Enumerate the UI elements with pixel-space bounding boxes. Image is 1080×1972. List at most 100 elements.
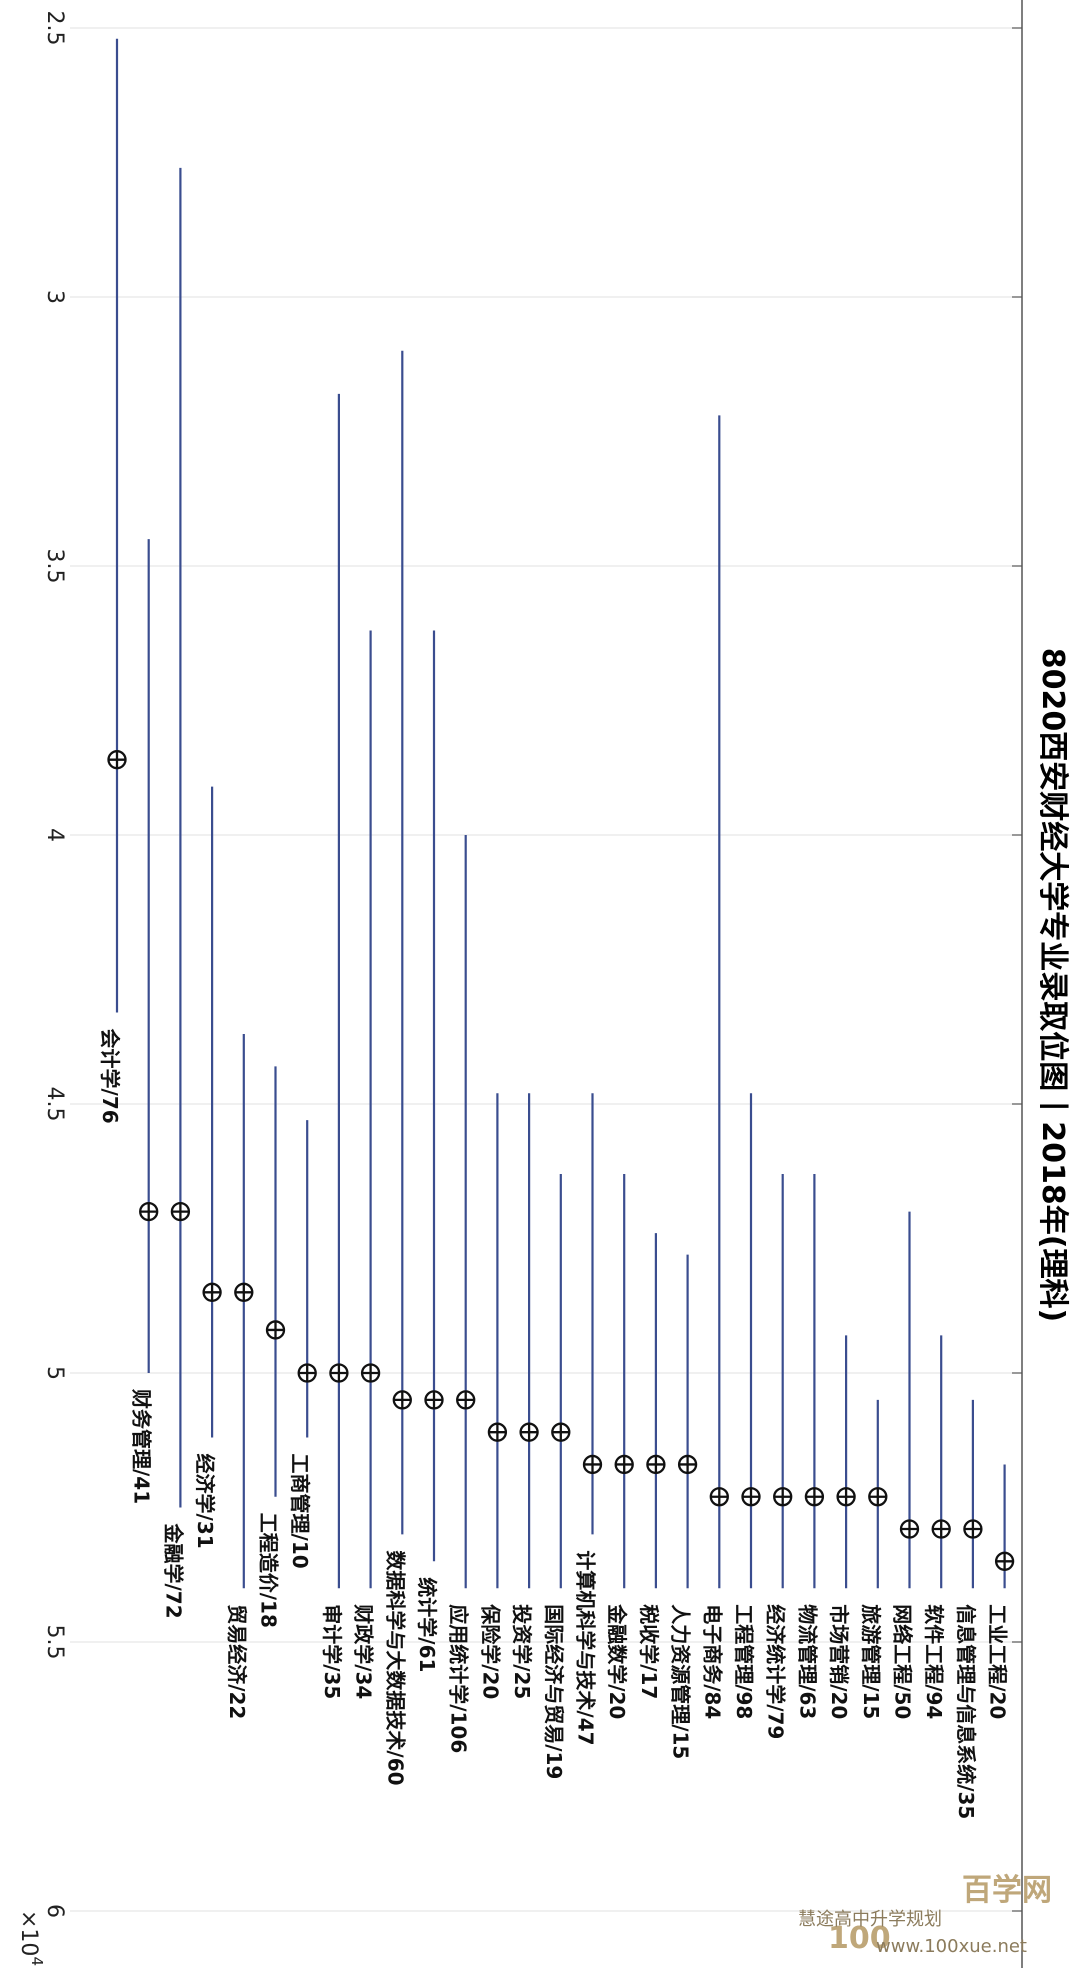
- major-label: 金融数学/20: [605, 1603, 629, 1719]
- major-range: [614, 1173, 634, 1589]
- median-marker: [297, 1363, 317, 1383]
- major-range: [773, 1173, 793, 1589]
- major-label: 经济统计学/79: [764, 1604, 788, 1739]
- median-marker: [456, 1390, 476, 1410]
- median-marker: [709, 1487, 729, 1507]
- median-marker: [424, 1390, 444, 1410]
- median-marker: [899, 1519, 920, 1539]
- major-label: 工商管理/10: [288, 1454, 312, 1569]
- major-range: [265, 1066, 286, 1497]
- tick-label: 3.5: [42, 549, 67, 584]
- major-range: [107, 38, 127, 1013]
- median-marker: [994, 1551, 1015, 1571]
- median-marker: [170, 1201, 191, 1222]
- major-range: [234, 1034, 254, 1589]
- major-label: 金融学/72: [161, 1523, 185, 1619]
- median-marker: [234, 1282, 254, 1302]
- major-range: [487, 1093, 508, 1589]
- major-label: 网络工程/50: [891, 1604, 915, 1719]
- major-label: 审计学/35: [320, 1604, 344, 1699]
- major-range: [297, 1120, 317, 1438]
- major-range: [804, 1173, 825, 1589]
- major-label: 国际经济与贸易/19: [542, 1604, 566, 1779]
- median-marker: [139, 1201, 159, 1222]
- major-label: 统计学/61: [415, 1577, 439, 1672]
- value-axis-ticks: 2.5 3 3.5 4 4.5 5 5.5 6: [42, 11, 1022, 1918]
- major-label: 工程管理/98: [732, 1604, 756, 1719]
- grid-layer: [70, 0, 1023, 1968]
- range-marks: [107, 38, 1015, 1589]
- major-range: [899, 1211, 920, 1589]
- major-labels: 会计学/76 财务管理/41 金融学/72 经济学/31 贸易经济/22 工程造价/18 工…: [98, 1029, 1010, 1820]
- median-marker: [551, 1422, 571, 1442]
- watermark: 100 百学网 慧途高中升学规划 www.100xue.net: [798, 1873, 1052, 1957]
- major-range: [741, 1093, 761, 1589]
- major-range: [139, 539, 159, 1373]
- major-label: 应用统计学/106: [447, 1604, 471, 1753]
- watermark-url: www.100xue.net: [876, 1936, 1027, 1957]
- median-marker: [392, 1390, 412, 1410]
- major-label: 工程造价/18: [257, 1513, 281, 1628]
- median-marker: [582, 1454, 603, 1475]
- major-range: [202, 786, 222, 1438]
- major-range: [994, 1464, 1015, 1589]
- major-range: [931, 1335, 951, 1589]
- major-label: 财务管理/41: [130, 1389, 154, 1504]
- major-label: 旅游管理/15: [859, 1604, 883, 1719]
- major-label: 投资学/25: [510, 1604, 534, 1699]
- major-range: [868, 1399, 888, 1589]
- major-range: [519, 1093, 539, 1589]
- major-range: [963, 1399, 983, 1589]
- axis-multiplier: ×104: [16, 1910, 46, 1966]
- median-marker: [804, 1487, 825, 1507]
- major-label: 税收学/17: [637, 1604, 661, 1699]
- median-marker: [329, 1363, 349, 1383]
- major-label: 贸易经济/22: [225, 1604, 249, 1719]
- watermark-logo: 100: [828, 1921, 891, 1956]
- major-label: 财政学/34: [352, 1604, 376, 1699]
- major-label: 物流管理/63: [795, 1604, 819, 1719]
- major-label: 数据科学与大数据技术/60: [383, 1550, 407, 1785]
- tick-label: 4.5: [42, 1087, 67, 1122]
- axis-multiplier-label: ×104: [16, 1910, 46, 1966]
- major-label: 信息管理与信息系统/35: [954, 1604, 978, 1819]
- median-marker: [836, 1487, 856, 1507]
- major-range: [329, 393, 349, 1589]
- major-label: 人力资源管理/15: [669, 1604, 693, 1759]
- major-range: [456, 835, 476, 1589]
- median-marker: [773, 1487, 793, 1507]
- median-marker: [677, 1454, 698, 1475]
- major-range: [424, 630, 444, 1562]
- median-marker: [202, 1282, 222, 1302]
- major-label: 工业工程/20: [986, 1604, 1010, 1719]
- major-range: [360, 630, 381, 1589]
- chart-title: 8020西安财经大学专业录取位图丨2018年(理科): [1035, 648, 1070, 1322]
- major-label: 软件工程/94: [922, 1604, 946, 1719]
- median-marker: [868, 1487, 888, 1507]
- watermark-brand: 百学网: [962, 1873, 1052, 1908]
- median-marker: [963, 1519, 983, 1539]
- median-marker: [519, 1422, 539, 1442]
- median-marker: [931, 1519, 951, 1539]
- major-label: 经济学/31: [193, 1454, 217, 1549]
- median-marker: [614, 1454, 634, 1475]
- tick-label: 3: [42, 290, 67, 304]
- major-range: [646, 1233, 666, 1589]
- tick-label: 5.5: [42, 1625, 67, 1660]
- major-label: 电子商务/84: [700, 1604, 724, 1719]
- major-range: [677, 1254, 698, 1589]
- median-marker: [646, 1454, 666, 1475]
- median-marker: [265, 1320, 286, 1340]
- tick-label: 6: [42, 1904, 67, 1918]
- major-label: 计算机科学与技术/47: [574, 1550, 598, 1745]
- watermark-account: 慧途高中升学规划: [798, 1909, 942, 1930]
- major-range: [392, 350, 412, 1535]
- median-marker: [107, 750, 127, 770]
- median-marker: [487, 1422, 508, 1442]
- major-range: [836, 1335, 856, 1589]
- major-range: [551, 1173, 571, 1589]
- major-range: [709, 415, 729, 1589]
- major-label: 保险学/20: [478, 1603, 502, 1699]
- major-range: [582, 1093, 603, 1535]
